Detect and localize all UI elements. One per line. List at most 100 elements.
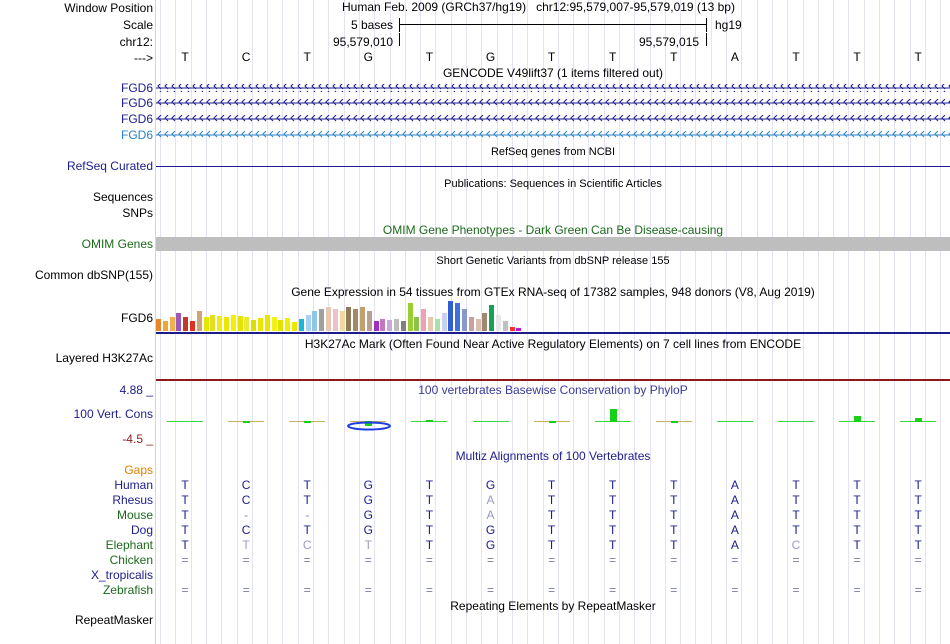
gencode-transcript-3[interactable] (156, 115, 950, 123)
h3k27ac-signal-line[interactable] (156, 379, 950, 381)
alignment-base: T (181, 523, 189, 537)
gtex-tissue-bar[interactable] (421, 309, 427, 331)
gtex-tissue-bar[interactable] (258, 318, 263, 331)
gtex-tissue-bar[interactable] (183, 317, 189, 331)
gtex-tissue-bar[interactable] (360, 307, 365, 331)
gtex-tissue-bar[interactable] (482, 313, 488, 331)
gtex-tissue-bar[interactable] (332, 309, 338, 331)
gtex-tissue-bar[interactable] (298, 319, 304, 331)
gtex-tissue-bar[interactable] (407, 303, 413, 331)
conservation-signal[interactable] (156, 397, 950, 437)
grid-line (650, 0, 651, 644)
gtex-tissue-bar[interactable] (251, 320, 257, 331)
refseq-gene-line[interactable] (156, 166, 950, 167)
gtex-tissue-bar[interactable] (475, 319, 481, 331)
gtex-tissue-bar[interactable] (326, 307, 331, 331)
label-omim[interactable]: OMIM Genes (81, 237, 153, 251)
ruler-tick-right (706, 33, 707, 46)
gtex-tissue-bar[interactable] (190, 321, 195, 331)
gtex-tissue-bar[interactable] (455, 303, 461, 331)
gtex-tissue-bar[interactable] (366, 311, 372, 331)
gtex-tissue-bar[interactable] (434, 319, 440, 331)
gtex-tissue-bar[interactable] (400, 321, 406, 331)
gtex-tissue-bar[interactable] (312, 311, 318, 331)
alignment-base: T (670, 523, 678, 537)
label-repeatmasker[interactable]: RepeatMasker (74, 613, 153, 627)
gencode-transcript-1[interactable] (156, 84, 950, 92)
gtex-tissue-bar[interactable] (285, 318, 291, 331)
gtex-tissue-bar[interactable] (353, 309, 359, 331)
gtex-expression-bars[interactable] (156, 300, 536, 331)
label-gencode-3[interactable]: FGD6 (120, 112, 153, 126)
gtex-tissue-bar[interactable] (196, 311, 202, 331)
grid-line (588, 0, 589, 644)
gtex-tissue-bar[interactable] (278, 320, 284, 331)
gencode-transcripts[interactable] (156, 82, 950, 140)
gencode-transcript-2[interactable] (156, 99, 950, 107)
alignment-base: = (609, 583, 617, 597)
conservation-score-bar[interactable] (243, 421, 251, 423)
gtex-tissue-bar[interactable] (509, 327, 515, 331)
gtex-tissue-bar[interactable] (217, 316, 223, 331)
gtex-tissue-bar[interactable] (448, 301, 454, 331)
gencode-transcript-4[interactable] (156, 131, 950, 139)
grid-line (772, 0, 773, 644)
gtex-tissue-bar[interactable] (462, 309, 467, 331)
gtex-tissue-bar[interactable] (224, 317, 229, 331)
gtex-tissue-bar[interactable] (237, 316, 243, 331)
grid-line (894, 0, 895, 644)
conservation-score-bar[interactable] (609, 409, 617, 422)
gtex-tissue-bar[interactable] (468, 317, 474, 331)
alignment-base: = (303, 553, 311, 567)
gtex-tissue-bar[interactable] (305, 315, 311, 331)
gtex-tissue-bar[interactable] (264, 315, 270, 331)
conservation-score-bar[interactable] (548, 421, 556, 423)
conservation-score-bar[interactable] (915, 418, 923, 422)
gtex-tissue-bar[interactable] (271, 317, 277, 331)
gtex-tissue-bar[interactable] (346, 307, 352, 331)
conservation-score-bar[interactable] (304, 421, 312, 423)
grid-line (787, 0, 788, 644)
label-sequences[interactable]: Sequences (92, 190, 153, 204)
gtex-tissue-bar[interactable] (169, 317, 175, 331)
alignment-base: = (242, 583, 250, 597)
gtex-tissue-bar[interactable] (244, 317, 250, 331)
conservation-score-bar[interactable] (854, 416, 862, 422)
conservation-selection-ellipse (347, 421, 391, 431)
gtex-tissue-bar[interactable] (380, 319, 386, 331)
gtex-tissue-bar[interactable] (496, 315, 501, 331)
label-conservation[interactable]: 100 Vert. Cons (73, 407, 153, 421)
gtex-tissue-bar[interactable] (516, 328, 522, 331)
gtex-tissue-bar[interactable] (210, 315, 216, 331)
label-gencode-4[interactable]: FGD6 (120, 128, 153, 142)
gtex-tissue-bar[interactable] (373, 321, 379, 331)
gtex-tissue-bar[interactable] (387, 320, 393, 331)
gtex-tissue-bar[interactable] (489, 305, 495, 331)
gtex-tissue-bar[interactable] (230, 315, 236, 331)
gtex-tissue-bar[interactable] (162, 321, 168, 331)
gtex-tissue-bar[interactable] (428, 317, 433, 331)
label-gtex[interactable]: FGD6 (120, 311, 153, 325)
gtex-tissue-bar[interactable] (414, 317, 420, 331)
gtex-tissue-bar[interactable] (292, 322, 297, 331)
conservation-score-bar[interactable] (426, 420, 434, 422)
label-refseq[interactable]: RefSeq Curated (66, 159, 153, 173)
label-snps[interactable]: SNPs (122, 206, 153, 220)
scale-bar (399, 24, 706, 25)
gtex-tissue-bar[interactable] (441, 313, 447, 331)
label-gencode-2[interactable]: FGD6 (120, 96, 153, 110)
gtex-tissue-bar[interactable] (339, 311, 345, 331)
alignment-base: T (547, 493, 556, 507)
gtex-tissue-bar[interactable] (176, 313, 182, 331)
gtex-tissue-bar[interactable] (319, 309, 325, 331)
gtex-tissue-bar[interactable] (203, 317, 209, 331)
conservation-score-bar[interactable] (670, 421, 678, 423)
label-gencode-1[interactable]: FGD6 (120, 81, 153, 95)
omim-phenotype-bar[interactable] (156, 237, 950, 251)
gtex-tissue-bar[interactable] (394, 319, 399, 331)
gtex-tissue-bar[interactable] (502, 321, 508, 331)
label-h3k27ac[interactable]: Layered H3K27Ac (55, 351, 153, 365)
gtex-tissue-bar[interactable] (156, 319, 161, 331)
alignment-base: A (730, 508, 739, 522)
label-dbsnp[interactable]: Common dbSNP(155) (34, 268, 153, 282)
